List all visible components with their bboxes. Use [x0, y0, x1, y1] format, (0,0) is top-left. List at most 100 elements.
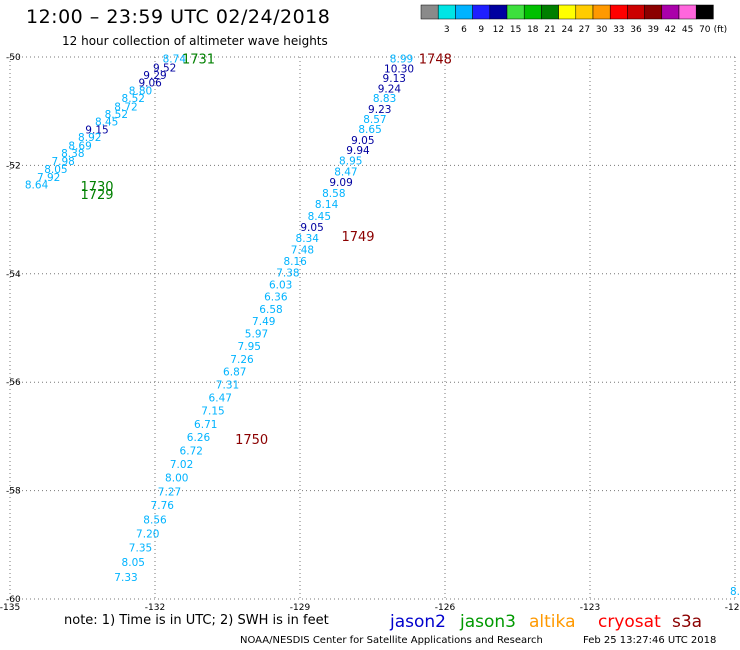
color-scale-label: 33: [613, 25, 624, 35]
plot-axes: -135 -132 -129 -126 -123 -120 -50 -52 -54 -56 -58 -…: [0, 53, 740, 613]
color-scale-label: 39: [647, 25, 659, 35]
x-tick-label: -123: [580, 603, 600, 613]
wave-height-point: 8.47: [334, 166, 357, 178]
y-tick-label: -52: [6, 161, 21, 171]
wave-height-point: 7.27: [158, 487, 181, 499]
color-scale-label: 27: [579, 25, 590, 35]
y-tick-label: -60: [6, 595, 21, 605]
wave-height-point: 8.80: [129, 86, 152, 98]
color-scale-label: 12: [493, 25, 504, 35]
color-scale-swatch: [644, 4, 663, 20]
wave-height-point: 6.03: [269, 280, 292, 292]
wave-height-point: 7.48: [291, 244, 314, 256]
color-scale-label: 15: [510, 25, 521, 35]
x-tick-label: -129: [290, 603, 311, 613]
color-scale-swatch: [541, 4, 559, 20]
color-scale-label: 18: [527, 25, 539, 35]
wave-height-point: 9.09: [329, 177, 352, 189]
wave-height-points: 8.749.529.299.068.808.528.728.528.459.15…: [25, 54, 740, 598]
wave-height-point: 8.99: [390, 54, 413, 66]
wave-height-point: 8.05: [44, 164, 67, 176]
wave-height-point: 8.38: [61, 148, 84, 160]
color-scale-swatch: [506, 4, 525, 20]
wave-height-point: 8.56: [143, 514, 167, 526]
color-scale-swatch: [489, 4, 508, 20]
wave-height-point: 5.97: [245, 328, 268, 340]
color-scale-label: 9: [478, 25, 484, 35]
color-scale-swatch: [678, 4, 697, 20]
y-tick-label: -50: [6, 53, 21, 63]
pass-time-label: 1749: [341, 230, 374, 245]
generated-timestamp: Feb 25 13:27:46 UTC 2018: [583, 635, 717, 646]
chart-title: 12:00 – 23:59 UTC 02/24/2018: [26, 6, 331, 28]
chart-subtitle: 12 hour collection of altimeter wave hei…: [62, 34, 328, 48]
wave-height-point: 8.95: [339, 156, 362, 168]
wave-height-point: 8.05: [122, 557, 145, 569]
x-tick-label: -132: [145, 603, 165, 613]
color-scale-label: 6: [461, 25, 467, 35]
pass-time-label: 1729: [80, 188, 113, 203]
wave-height-point: 9.24: [378, 83, 402, 95]
wave-height-point: 6.36: [264, 292, 288, 304]
color-scale-unit: (ft): [714, 25, 728, 35]
wave-height-point: 8.45: [308, 211, 331, 223]
color-scale-label: 36: [630, 25, 642, 35]
pass-time-label: 1750: [235, 433, 268, 448]
color-scale-swatch: [609, 4, 628, 20]
legend-cryosat: cryosat: [598, 612, 661, 632]
wave-height-point: 8.52: [105, 109, 128, 121]
wave-height-point: 6.72: [180, 445, 203, 457]
wave-height-point: 6.58: [259, 304, 282, 316]
y-tick-label: -58: [6, 487, 21, 497]
wave-height-point: 8.45: [95, 116, 118, 128]
legend-altika: altika: [529, 612, 576, 632]
color-scale-swatch: [523, 4, 542, 20]
color-scale-label: 70: [699, 25, 711, 35]
color-scale-swatch: [420, 4, 439, 20]
color-scale-swatch: [627, 4, 645, 20]
wave-height-point: 8.64: [25, 179, 49, 191]
wave-height-point: 9.23: [368, 104, 391, 116]
wave-height-point: 9.06: [138, 77, 162, 89]
wave-height-point: 7.92: [37, 172, 60, 184]
legend-jason3: jason3: [460, 612, 516, 632]
wave-height-point: 6.87: [223, 366, 246, 378]
footnote: note: 1) Time is in UTC; 2) SWH is in fe…: [64, 613, 329, 628]
color-scale-swatch: [472, 4, 491, 20]
color-scale-label: 21: [544, 25, 555, 35]
color-scale-label: 24: [561, 25, 573, 35]
wave-height-point: 8.92: [78, 132, 101, 144]
wave-height-point: 8.00: [165, 473, 188, 485]
wave-height-point: 9.15: [85, 125, 108, 137]
legend-jason2: jason2: [390, 612, 446, 632]
plot-grid: [9, 56, 736, 600]
pass-time-label: 1748: [419, 53, 452, 68]
wave-height-point: 7.33: [114, 572, 137, 584]
wave-height-point: 7.35: [129, 543, 152, 555]
wave-height-point: 8.34: [296, 233, 320, 245]
wave-height-point: 8.69: [68, 140, 91, 152]
wave-height-point: 7.49: [252, 316, 275, 328]
wave-height-point: 7.26: [230, 354, 254, 366]
color-scale-swatch: [575, 4, 594, 20]
wave-height-point: 7.31: [216, 379, 239, 391]
wave-height-point: 8.74: [163, 54, 187, 66]
wave-height-point: 8.65: [358, 124, 381, 136]
pass-time-label: 1731: [182, 53, 215, 68]
color-scale-label: 45: [682, 25, 693, 35]
wave-height-point: 7.76: [151, 500, 175, 512]
color-scale-label: 42: [665, 25, 676, 35]
wave-height-point: 7.95: [238, 341, 261, 353]
wave-height-point: 7.98: [51, 156, 74, 168]
wave-height-point: 9.05: [300, 222, 323, 234]
y-tick-label: -56: [6, 378, 21, 388]
wave-height-point: 10.30: [384, 63, 414, 75]
wave-height-point: 8.72: [114, 101, 137, 113]
wave-height-point: 8.83: [373, 93, 396, 105]
color-scale-swatch: [455, 4, 473, 20]
color-scale-swatch: [695, 4, 714, 20]
wave-height-point: 8.52: [122, 93, 145, 105]
y-tick-label: -54: [6, 270, 21, 280]
